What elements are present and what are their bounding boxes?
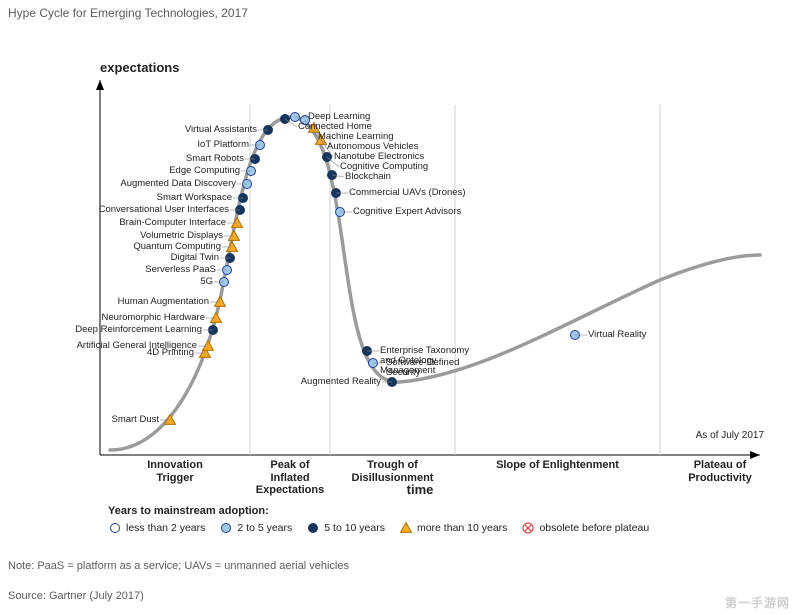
- legend-item: less than 2 years: [108, 521, 205, 535]
- legend-item: 2 to 5 years: [219, 521, 292, 535]
- legend-label: obsolete before plateau: [539, 522, 649, 534]
- footnote: Note: PaaS = platform as a service; UAVs…: [8, 560, 349, 572]
- tech-label: Cognitive Expert Advisors: [353, 207, 461, 217]
- tech-label: Virtual Assistants: [185, 125, 257, 135]
- legend-item: more than 10 years: [399, 521, 507, 535]
- as-of-label: As of July 2017: [696, 430, 764, 441]
- tech-label: Digital Twin: [171, 253, 219, 263]
- tech-label: Software-DefinedSecurity: [386, 358, 459, 378]
- tech-label: Edge Computing: [169, 166, 240, 176]
- phase-label: Slope of Enlightenment: [455, 459, 660, 472]
- tech-label: Conversational User Interfaces: [99, 205, 229, 215]
- tech-label: Neuromorphic Hardware: [102, 313, 205, 323]
- legend-label: 5 to 10 years: [324, 522, 385, 534]
- page-title: Hype Cycle for Emerging Technologies, 20…: [8, 6, 248, 20]
- tech-label: Smart Robots: [186, 154, 244, 164]
- tech-label: Blockchain: [345, 172, 391, 182]
- tech-label: IoT Platform: [197, 140, 249, 150]
- legend-label: 2 to 5 years: [237, 522, 292, 534]
- legend-item: 5 to 10 years: [306, 521, 385, 535]
- phase-label: Plateau ofProductivity: [660, 459, 780, 484]
- tech-label: Artificial General Intelligence: [77, 341, 197, 351]
- tech-label: Augmented Reality: [301, 377, 381, 387]
- tech-label: Brain-Computer Interface: [119, 218, 226, 228]
- phase-label: Trough ofDisillusionment: [330, 459, 455, 484]
- tech-label: Deep Reinforcement Learning: [75, 325, 202, 335]
- tech-label: Commercial UAVs (Drones): [349, 188, 465, 198]
- y-axis-label: expectations: [100, 60, 179, 75]
- tech-label: Virtual Reality: [588, 330, 646, 340]
- tech-label: Quantum Computing: [133, 242, 221, 252]
- tech-label: Smart Workspace: [157, 193, 232, 203]
- tech-label: Serverless PaaS: [145, 265, 216, 275]
- source: Source: Gartner (July 2017): [8, 590, 144, 602]
- legend: Years to mainstream adoption: less than …: [108, 505, 728, 535]
- tech-label: Human Augmentation: [118, 297, 209, 307]
- tech-label: Volumetric Displays: [140, 231, 223, 241]
- watermark: 第一手游网: [725, 594, 790, 611]
- phase-label: InnovationTrigger: [100, 459, 250, 484]
- tech-label: Augmented Data Discovery: [120, 179, 236, 189]
- tech-label: Smart Dust: [111, 415, 159, 425]
- phase-label: Peak ofInflatedExpectations: [250, 459, 330, 497]
- legend-row: less than 2 years 2 to 5 years 5 to 10 yea…: [108, 521, 728, 535]
- chart-svg: [70, 60, 770, 500]
- legend-label: more than 10 years: [417, 522, 507, 534]
- tech-label: 5G: [200, 277, 213, 287]
- legend-item: obsolete before plateau: [521, 521, 649, 535]
- legend-label: less than 2 years: [126, 522, 205, 534]
- legend-title: Years to mainstream adoption:: [108, 505, 728, 517]
- hype-cycle-chart: expectations time As of July 2017 Innova…: [70, 60, 770, 500]
